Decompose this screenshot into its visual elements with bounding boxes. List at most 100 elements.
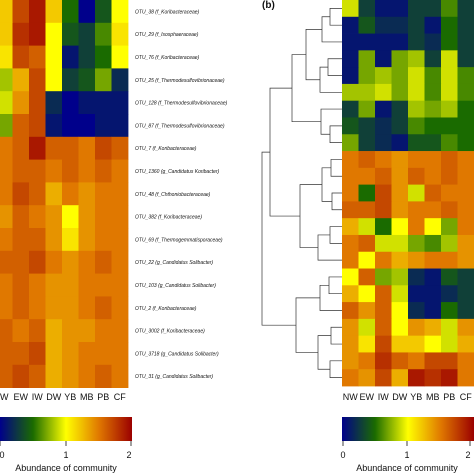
heatmap-b-cell bbox=[375, 201, 392, 219]
heatmap-a-cell bbox=[29, 319, 46, 343]
heatmap-b-cell bbox=[408, 302, 425, 320]
heatmap-b-cell bbox=[375, 0, 392, 18]
heatmap-b-cell bbox=[358, 16, 376, 34]
heatmap-b-cell bbox=[408, 134, 425, 152]
heatmap-a-cell bbox=[95, 319, 112, 343]
heatmap-b-cell bbox=[358, 251, 376, 269]
heatmap-a-cell bbox=[12, 68, 30, 92]
heatmap-panel-a: OTU_38 (f_Koribacteraceae) OTU_29 (f_Isos… bbox=[0, 0, 228, 473]
heatmap-a-cell bbox=[0, 364, 13, 388]
heatmap-b-cell bbox=[424, 134, 442, 152]
heatmap-a-cell bbox=[45, 250, 63, 274]
dendrogram-branch bbox=[317, 335, 331, 370]
heatmap-a-cell bbox=[78, 91, 96, 115]
heatmap-a-cell bbox=[12, 205, 30, 229]
heatmap-b-cell bbox=[342, 201, 359, 219]
dendrogram-branch bbox=[299, 184, 322, 248]
heatmap-a-cell bbox=[45, 205, 63, 229]
heatmap-b-cell bbox=[457, 134, 474, 152]
heatmap-a-cell bbox=[45, 273, 63, 297]
heatmap-b-cell bbox=[342, 218, 359, 236]
heatmap-b-cell bbox=[391, 16, 409, 34]
heatmap-a-cell bbox=[12, 342, 30, 366]
heatmap-b-cells bbox=[342, 0, 474, 387]
dendrogram-branch bbox=[330, 326, 342, 345]
heatmap-a-cell bbox=[29, 364, 46, 388]
heatmap-b-cell bbox=[342, 67, 359, 85]
heatmap-b-cell bbox=[358, 167, 376, 186]
heatmap-a-row-label: OTU_76 (f_Koribacteraceae) bbox=[135, 55, 200, 61]
heatmap-a-cell bbox=[62, 68, 79, 92]
heatmap-b-cell bbox=[441, 251, 458, 269]
dendrogram-branch bbox=[305, 29, 322, 81]
heatmap-a-cell bbox=[12, 296, 30, 320]
heatmap-a-cell bbox=[62, 22, 79, 46]
heatmap-a-cell bbox=[95, 0, 112, 24]
heatmap-b-cell bbox=[441, 234, 458, 253]
heatmap-b-cell bbox=[424, 0, 442, 18]
heatmap-a-cell bbox=[12, 136, 30, 160]
heatmap-a-cell bbox=[95, 91, 112, 115]
heatmap-b-cell bbox=[424, 201, 442, 219]
heatmap-b-cell bbox=[457, 50, 474, 68]
heatmap-a-cell bbox=[12, 0, 30, 24]
heatmap-a-cell bbox=[62, 0, 79, 24]
heatmap-b-cell bbox=[408, 285, 425, 303]
heatmap-b-cell bbox=[424, 151, 442, 169]
heatmap-b-column-label: PB bbox=[443, 392, 455, 402]
heatmap-a-cell bbox=[0, 250, 13, 274]
heatmap-b-cell bbox=[441, 184, 458, 202]
heatmap-a-cell bbox=[78, 205, 96, 229]
heatmap-b-cell bbox=[391, 117, 409, 135]
colorbar-b-tick-1: 1 bbox=[404, 450, 409, 460]
heatmap-a-cell bbox=[0, 342, 13, 366]
heatmap-b-cell bbox=[457, 83, 474, 102]
heatmap-a-cell bbox=[29, 228, 46, 252]
heatmap-a-cell bbox=[62, 342, 79, 366]
heatmap-a-cell bbox=[29, 159, 46, 183]
heatmap-b-cell bbox=[441, 318, 458, 337]
heatmap-a-cell bbox=[78, 159, 96, 183]
heatmap-a-cell bbox=[95, 114, 112, 138]
heatmap-a-cell bbox=[111, 45, 129, 69]
heatmap-a-cell bbox=[45, 45, 63, 69]
colorbar-b-tick-0: 0 bbox=[340, 450, 345, 460]
heatmap-b-cell bbox=[424, 83, 442, 102]
heatmap-a-cell bbox=[12, 91, 30, 115]
heatmap-a-cell bbox=[45, 228, 63, 252]
heatmap-b-cell bbox=[375, 67, 392, 85]
heatmap-b-cell bbox=[342, 16, 359, 34]
heatmap-b-cell bbox=[457, 251, 474, 269]
heatmap-a-row-label: OTU_87 (f_Thermodesulfovibrionaceae) bbox=[135, 123, 225, 129]
heatmap-b-cell bbox=[391, 33, 409, 51]
heatmap-a-cell bbox=[12, 114, 30, 138]
heatmap-b-cell bbox=[424, 184, 442, 202]
heatmap-b-cell bbox=[358, 83, 376, 102]
heatmap-a-cell bbox=[111, 68, 129, 92]
heatmap-a-cell bbox=[29, 45, 46, 69]
heatmap-a-cell bbox=[111, 273, 129, 297]
heatmap-b-cell bbox=[457, 151, 474, 169]
heatmap-a-cell bbox=[95, 205, 112, 229]
heatmap-b-cell bbox=[391, 318, 409, 337]
heatmap-b-cell bbox=[441, 201, 458, 219]
heatmap-a-cell bbox=[78, 136, 96, 160]
heatmap-b-cell bbox=[457, 352, 474, 370]
heatmap-b-cell bbox=[391, 83, 409, 102]
heatmap-a-cell bbox=[111, 114, 129, 138]
heatmap-a-cell bbox=[78, 182, 96, 206]
heatmap-a-column-label: PB bbox=[97, 392, 109, 402]
heatmap-a-cell bbox=[12, 364, 30, 388]
heatmap-b-cell bbox=[408, 234, 425, 253]
heatmap-a-cell bbox=[111, 364, 129, 388]
heatmap-b-cell bbox=[391, 100, 409, 118]
heatmap-a-cell bbox=[45, 182, 63, 206]
heatmap-a-cell bbox=[0, 159, 13, 183]
heatmap-a-cell bbox=[62, 182, 79, 206]
heatmap-a-cell bbox=[0, 296, 13, 320]
heatmap-b-cell bbox=[358, 234, 376, 253]
heatmap-b-cell bbox=[391, 50, 409, 68]
heatmap-b-cell bbox=[358, 201, 376, 219]
heatmap-a-cell bbox=[45, 159, 63, 183]
colorbar-b-tick-2: 2 bbox=[465, 450, 470, 460]
